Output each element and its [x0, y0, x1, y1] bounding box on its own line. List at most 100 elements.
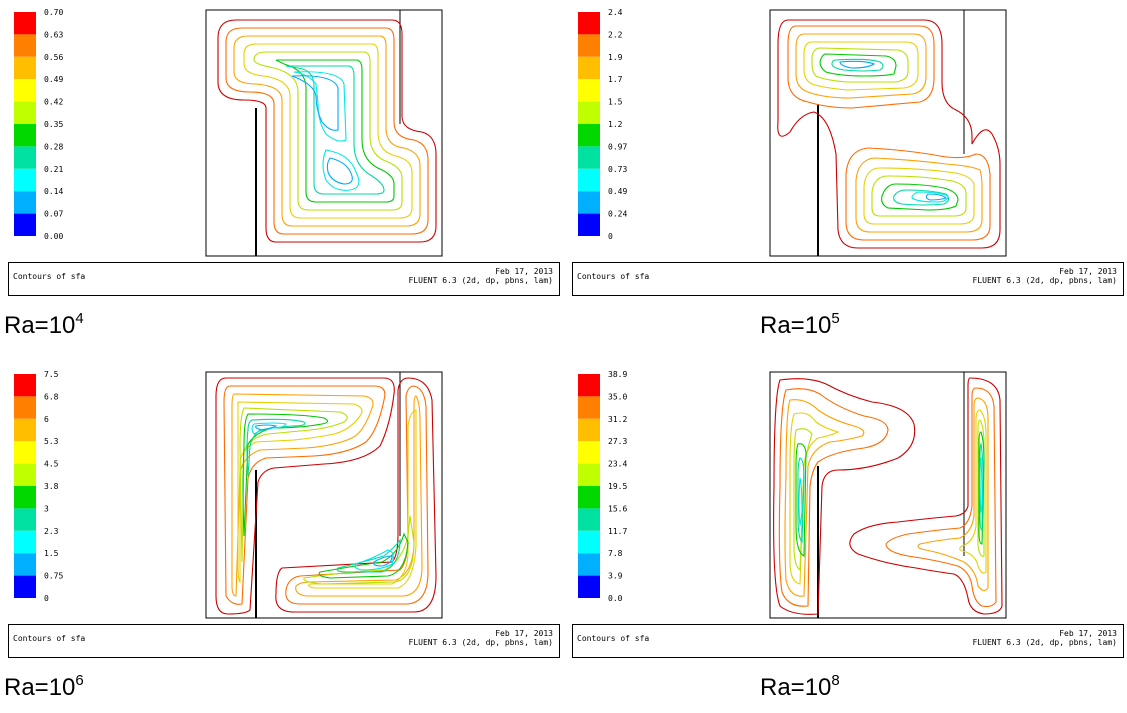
legend-swatch: [578, 56, 600, 80]
legend-swatch: [578, 191, 600, 214]
legend-swatch: [14, 575, 36, 598]
footer-date: Feb 17, 2013: [495, 267, 553, 276]
legend-tick-label: 0: [44, 594, 49, 603]
legend-tick-label: 31.2: [608, 415, 627, 424]
contour-panel-ra6: 7.5 6.8 6 5.3 4.5 3.8 3 2.3 1.5 0.75 0 Contours o: [4, 366, 564, 662]
plot-footer: Contours of sfa Feb 17, 2013 FLUENT 6.3 …: [572, 624, 1124, 658]
legend-tick-label: 35.0: [608, 392, 627, 401]
legend-swatch: [14, 12, 36, 35]
streamlines: [777, 19, 1001, 249]
footer-info: Feb 17, 2013 FLUENT 6.3 (2d, dp, pbns, l…: [973, 629, 1118, 647]
caption-exponent: 8: [831, 672, 840, 689]
contour-plot: 38.9 35.0 31.2 27.3 23.4 19.5 15.6 11.7 7.8 3.9 0.…: [578, 370, 1007, 619]
footer-contour-label: Contours of sfa: [577, 634, 650, 643]
legend-tick-label: 7.5: [44, 370, 59, 379]
legend-swatch: [578, 168, 600, 192]
legend-swatch: [14, 56, 36, 80]
contour-panel-ra5: 2.4 2.2 1.9 1.7 1.5 1.2 0.97 0.73 0.49 0.24 0 Cont…: [568, 4, 1127, 300]
footer-date: Feb 17, 2013: [495, 629, 553, 638]
legend-swatch: [14, 124, 36, 147]
contour-plot: 0.70 0.63 0.56 0.49 0.42 0.35 0.28 0.21 0.14 0.07…: [14, 8, 443, 257]
legend-swatch: [14, 441, 36, 464]
footer-contour-label: Contours of sfa: [13, 634, 86, 643]
caption-ra8: Ra=108: [760, 672, 840, 702]
footer-solver: FLUENT 6.3 (2d, dp, pbns, lam): [972, 276, 1118, 285]
cavity-boundary: [205, 9, 443, 257]
legend-tick-label: 1.2: [608, 120, 623, 129]
caption-ra4: Ra=104: [4, 310, 84, 340]
legend-tick-label: 6: [44, 415, 49, 424]
legend-swatch: [14, 486, 36, 509]
legend-tick-label: 2.3: [44, 527, 59, 536]
caption-exponent: 5: [831, 310, 840, 327]
plot-footer: Contours of sfa Feb 17, 2013 FLUENT 6.3 …: [572, 262, 1124, 296]
legend-tick-label: 0.49: [44, 75, 63, 84]
legend-tick-label: 0.73: [608, 165, 627, 174]
legend-swatch: [14, 191, 36, 214]
legend-swatch: [578, 396, 600, 419]
legend-swatch: [14, 101, 36, 124]
caption-exponent: 4: [75, 310, 84, 327]
footer-info: Feb 17, 2013 FLUENT 6.3 (2d, dp, pbns, l…: [973, 267, 1118, 285]
legend-tick-label: 3: [44, 504, 49, 513]
legend-tick-label: 3.9: [608, 572, 623, 581]
cavity-boundary: [769, 9, 1007, 257]
footer-date: Feb 17, 2013: [1059, 629, 1117, 638]
legend-swatch: [14, 418, 36, 442]
legend-tick-label: 0.07: [44, 210, 63, 219]
legend-tick-label: 23.4: [608, 460, 627, 469]
legend-swatch: [578, 463, 600, 486]
streamlines: [215, 377, 437, 615]
legend-tick-label: 15.6: [608, 504, 627, 513]
legend-tick-label: 11.7: [608, 527, 627, 536]
legend-tick-label: 0.70: [44, 8, 63, 17]
legend-swatch: [14, 34, 36, 57]
cavity-boundary: [769, 371, 1007, 619]
footer-contour-label: Contours of sfa: [577, 272, 650, 281]
legend-swatch: [578, 553, 600, 576]
legend-tick-label: 2.4: [608, 8, 623, 17]
legend-swatch: [578, 418, 600, 442]
legend-tick-label: 1.9: [608, 53, 623, 62]
legend-tick-label: 0.0: [608, 594, 623, 603]
legend-tick-label: 6.8: [44, 392, 59, 401]
legend-swatch: [14, 530, 36, 554]
legend-swatch: [14, 213, 36, 236]
legend-swatch: [14, 79, 36, 102]
legend-tick-label: 0.63: [44, 30, 63, 39]
legend-tick-label: 0.75: [44, 572, 63, 581]
footer-solver: FLUENT 6.3 (2d, dp, pbns, lam): [972, 638, 1118, 647]
legend-tick-label: 0.24: [608, 210, 627, 219]
caption-base: Ra=10: [760, 312, 832, 339]
color-legend: 2.4 2.2 1.9 1.7 1.5 1.2 0.97 0.73 0.49 0.24 0: [578, 8, 627, 241]
legend-tick-label: 1.5: [608, 98, 623, 107]
legend-tick-label: 0.21: [44, 165, 63, 174]
caption-base: Ra=10: [4, 312, 76, 339]
legend-tick-label: 0.00: [44, 232, 63, 241]
legend-swatch: [578, 146, 600, 169]
caption-base: Ra=10: [760, 674, 832, 701]
legend-tick-label: 0: [608, 232, 613, 241]
footer-info: Feb 17, 2013 FLUENT 6.3 (2d, dp, pbns, l…: [409, 267, 554, 285]
plot-footer: Contours of sfa Feb 17, 2013 FLUENT 6.3 …: [8, 624, 560, 658]
legend-swatch: [578, 12, 600, 35]
plot-footer: Contours of sfa Feb 17, 2013 FLUENT 6.3 …: [8, 262, 560, 296]
contour-panel-ra4: 0.70 0.63 0.56 0.49 0.42 0.35 0.28 0.21 0.14 0.07…: [4, 4, 564, 300]
legend-tick-label: 5.3: [44, 437, 59, 446]
legend-tick-label: 2.2: [608, 30, 623, 39]
cavity-boundary: [205, 371, 443, 619]
legend-swatch: [578, 79, 600, 102]
footer-solver: FLUENT 6.3 (2d, dp, pbns, lam): [408, 638, 554, 647]
legend-swatch: [14, 374, 36, 397]
legend-swatch: [578, 34, 600, 57]
legend-tick-label: 0.56: [44, 53, 63, 62]
legend-swatch: [578, 101, 600, 124]
legend-swatch: [14, 146, 36, 169]
legend-swatch: [14, 463, 36, 486]
legend-tick-label: 1.7: [608, 75, 623, 84]
streamlines: [773, 377, 1003, 615]
legend-tick-label: 0.28: [44, 142, 63, 151]
legend-swatch: [578, 508, 600, 531]
legend-tick-label: 0.49: [608, 187, 627, 196]
legend-swatch: [14, 396, 36, 419]
